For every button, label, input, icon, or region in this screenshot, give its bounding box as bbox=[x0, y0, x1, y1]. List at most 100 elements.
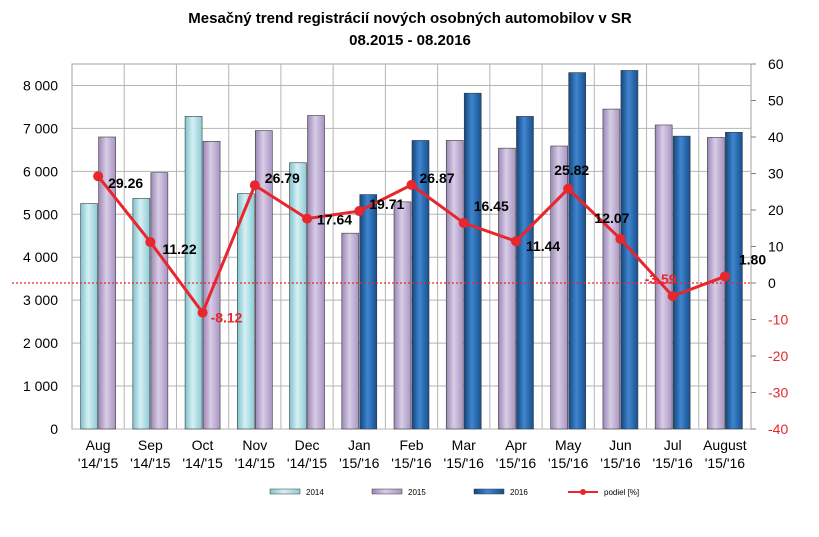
y-right-tick-label: 10 bbox=[768, 239, 784, 255]
x-tick-label: '15/'16 bbox=[652, 455, 693, 471]
share-line-point bbox=[354, 206, 365, 217]
x-tick-label: '15/'16 bbox=[705, 455, 746, 471]
x-tick-label: Aug bbox=[86, 437, 111, 453]
share-line-point bbox=[615, 233, 626, 244]
share-line-point bbox=[719, 271, 730, 282]
share-data-label: 19.71 bbox=[369, 196, 404, 212]
bar-2015 bbox=[550, 145, 568, 430]
x-tick-label: Jan bbox=[348, 437, 371, 453]
bar-2014 bbox=[132, 198, 151, 430]
y-right-tick-label: -30 bbox=[768, 385, 788, 401]
share-line-point bbox=[249, 180, 260, 191]
x-tick-label: August bbox=[703, 437, 747, 453]
x-tick-label: Sep bbox=[138, 437, 163, 453]
y-right-tick-label: 50 bbox=[768, 93, 784, 109]
y-left-tick-label: 2 000 bbox=[23, 335, 58, 351]
legend-label: 2014 bbox=[306, 488, 324, 497]
bar-2015 bbox=[602, 108, 621, 430]
x-tick-label: Apr bbox=[505, 437, 527, 453]
legend-marker bbox=[580, 489, 586, 495]
share-line-point bbox=[406, 179, 417, 190]
y-right-tick-label: 20 bbox=[768, 202, 784, 218]
x-tick-label: Oct bbox=[192, 437, 214, 453]
bars bbox=[80, 70, 743, 430]
bar-2016 bbox=[568, 72, 586, 430]
x-tick-label: Dec bbox=[295, 437, 320, 453]
bar-2015 bbox=[255, 130, 273, 430]
bar-2015 bbox=[150, 172, 169, 430]
bar-2014 bbox=[289, 162, 307, 430]
share-data-label: 11.44 bbox=[526, 238, 560, 254]
y-right-tick-label: -40 bbox=[768, 421, 788, 437]
x-tick-label: Nov bbox=[242, 437, 267, 453]
bar-2016 bbox=[463, 92, 482, 430]
y-right-tick-label: -20 bbox=[768, 348, 788, 364]
share-line-point bbox=[458, 217, 469, 228]
share-data-label: 16.45 bbox=[474, 198, 509, 214]
share-data-label: 25.82 bbox=[554, 162, 589, 178]
y-right-tick-label: -10 bbox=[768, 312, 788, 328]
share-line bbox=[12, 171, 751, 318]
y-left-tick-label: 7 000 bbox=[23, 120, 58, 136]
x-tick-label: Mar bbox=[452, 437, 476, 453]
share-data-label: -8.12 bbox=[211, 310, 243, 326]
x-tick-label: '14/'15 bbox=[78, 455, 119, 471]
y-left-tick-label: 4 000 bbox=[23, 249, 58, 265]
bar-2015 bbox=[98, 136, 116, 430]
y-left-tick-label: 6 000 bbox=[23, 163, 58, 179]
x-tick-label: '14/'15 bbox=[235, 455, 276, 471]
bar-2016 bbox=[411, 140, 430, 430]
share-data-label: 26.79 bbox=[265, 170, 300, 186]
x-tick-label: '15/'16 bbox=[548, 455, 589, 471]
x-tick-label: '15/'16 bbox=[339, 455, 380, 471]
bar-2014 bbox=[184, 116, 203, 430]
y-right-tick-label: 30 bbox=[768, 166, 784, 182]
share-line-point bbox=[93, 171, 104, 182]
bar-2015 bbox=[498, 147, 516, 430]
share-data-label: 12.07 bbox=[594, 210, 629, 226]
share-line-point bbox=[302, 213, 313, 224]
x-tick-label: '14/'15 bbox=[287, 455, 328, 471]
share-data-label: 11.22 bbox=[162, 241, 196, 257]
share-data-label: 17.64 bbox=[317, 212, 352, 228]
x-tick-label: '15/'16 bbox=[444, 455, 485, 471]
legend-swatch bbox=[371, 488, 403, 495]
x-tick-label: Jun bbox=[609, 437, 632, 453]
y-right-tick-label: 0 bbox=[768, 275, 776, 291]
x-tick-label: Jul bbox=[664, 437, 682, 453]
share-line-point bbox=[197, 307, 208, 318]
legend-label: 2016 bbox=[510, 488, 528, 497]
x-tick-label: '15/'16 bbox=[600, 455, 641, 471]
x-tick-label: '14/'15 bbox=[130, 455, 171, 471]
share-data-label: 26.87 bbox=[420, 170, 455, 186]
legend-label: podiel [%] bbox=[604, 488, 639, 497]
share-data-label: 1.80 bbox=[739, 251, 766, 267]
y-right-tick-label: 60 bbox=[768, 56, 784, 72]
y-right-tick-label: 40 bbox=[768, 129, 784, 145]
bar-2015 bbox=[341, 232, 360, 430]
share-line-point bbox=[510, 236, 521, 247]
y-left-tick-label: 3 000 bbox=[23, 292, 58, 308]
x-tick-label: '15/'16 bbox=[496, 455, 537, 471]
bar-2016 bbox=[725, 131, 743, 430]
y-left-tick-label: 5 000 bbox=[23, 206, 58, 222]
x-tick-label: Feb bbox=[399, 437, 423, 453]
bar-2014 bbox=[80, 203, 98, 430]
data-labels: 29.26 11.22 -8.12 26.79 17.64 19.71 26.87 16.45… bbox=[108, 162, 766, 326]
share-data-label: -3.59 bbox=[645, 271, 677, 287]
y-left-tick-label: 8 000 bbox=[23, 77, 58, 93]
legend-label: 2015 bbox=[408, 488, 426, 497]
bar-2016 bbox=[516, 116, 534, 430]
y-left-tick-label: 0 bbox=[50, 421, 58, 437]
legend: 2014 2015 2016 podiel [%] bbox=[269, 488, 639, 497]
axes: 0 1 000 2 000 3 000 4 000 5 000 6 000 7 000 8 00… bbox=[23, 56, 788, 471]
bar-2015 bbox=[307, 115, 325, 430]
share-line-point bbox=[667, 291, 678, 302]
chart-subtitle: 08.2015 - 08.2016 bbox=[349, 32, 471, 49]
x-tick-label: '15/'16 bbox=[391, 455, 432, 471]
y-left-tick-label: 1 000 bbox=[23, 378, 58, 394]
share-line-point bbox=[563, 183, 574, 194]
share-line-point bbox=[145, 237, 156, 248]
